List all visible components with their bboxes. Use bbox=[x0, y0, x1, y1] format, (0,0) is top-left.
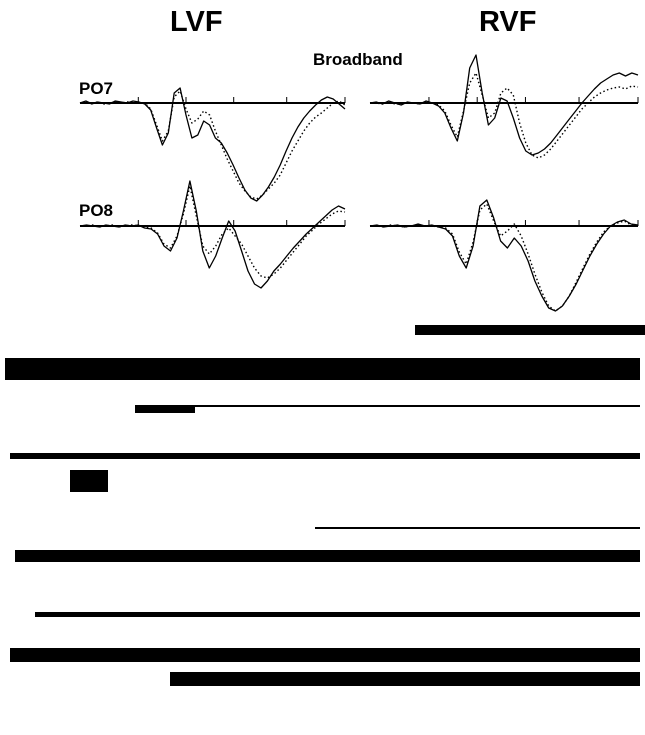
scan-artifact-stripe bbox=[15, 550, 640, 562]
scan-artifact-stripe bbox=[415, 325, 645, 335]
erp-panel-po8-rvf bbox=[369, 199, 639, 312]
erp-plots bbox=[79, 54, 639, 312]
waveform-solid bbox=[79, 87, 346, 202]
waveform-solid bbox=[79, 180, 346, 289]
electrode-label-po8: PO8 bbox=[79, 201, 114, 220]
scan-artifact-stripe bbox=[70, 470, 108, 492]
scan-artifact-stripe bbox=[10, 648, 640, 662]
scan-artifact-stripe bbox=[135, 405, 195, 413]
erp-panel-po7-lvf bbox=[79, 87, 346, 202]
scan-artifact-stripe bbox=[5, 358, 640, 380]
waveform-solid bbox=[369, 199, 639, 312]
scan-artifact-region bbox=[5, 325, 645, 686]
scan-artifact-stripe bbox=[315, 527, 640, 529]
scan-artifact-stripe bbox=[190, 405, 640, 407]
waveform-dotted bbox=[79, 90, 346, 200]
waveform-dotted bbox=[370, 203, 639, 312]
waveform-solid bbox=[369, 54, 639, 156]
waveform-dotted bbox=[80, 185, 346, 279]
scan-artifact-stripe bbox=[35, 612, 640, 617]
erp-panel-po7-rvf bbox=[369, 54, 639, 159]
electrode-label-po7: PO7 bbox=[79, 79, 114, 98]
erp-panel-po8-lvf bbox=[79, 180, 346, 289]
broadband-label: Broadband bbox=[313, 50, 403, 69]
scan-artifact-stripe bbox=[170, 672, 640, 686]
scan-artifact-stripe bbox=[10, 453, 640, 459]
rvf-header: RVF bbox=[479, 6, 537, 38]
waveform-dotted bbox=[370, 72, 639, 159]
lvf-header: LVF bbox=[170, 6, 223, 38]
